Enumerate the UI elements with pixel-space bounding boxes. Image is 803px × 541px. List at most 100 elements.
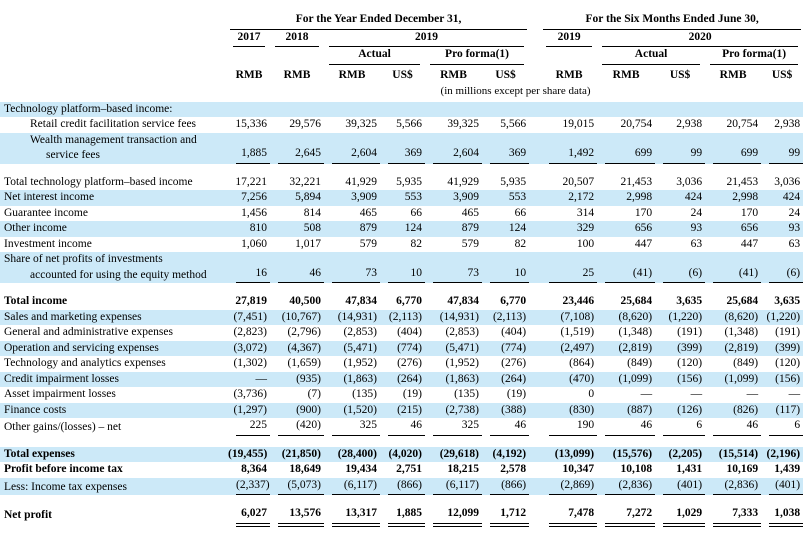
- cell-value: (1,099): [724, 372, 759, 385]
- cell-value: 82: [514, 237, 527, 250]
- cell-value: 63: [690, 237, 703, 250]
- cell-value: (117): [775, 403, 801, 416]
- table-row: Retail credit facilitation service fees 1…: [0, 117, 803, 133]
- cell-value: (4,192): [492, 447, 527, 460]
- currency-header: RMB: [719, 68, 747, 81]
- cell-value: [761, 102, 803, 118]
- actual-2020-header: Actual: [597, 47, 705, 65]
- cell-value: [597, 102, 655, 118]
- cell-value: (264): [501, 372, 527, 385]
- header-scenario-row: Actual Pro forma(1) Actual Pro forma(1): [0, 47, 803, 65]
- cell-value: —: [788, 388, 801, 400]
- cell-value: 39,325: [447, 118, 479, 130]
- cell-value: 93: [788, 222, 801, 234]
- gap-cell: [529, 47, 541, 65]
- row-label: Technology platform–based income:: [4, 102, 173, 115]
- row-label: Net profit: [4, 509, 53, 521]
- cell-value: (19): [506, 388, 527, 400]
- cell-value: 2,172: [568, 191, 595, 203]
- cell-value: (404): [501, 326, 527, 338]
- cell-value: 2,938: [676, 118, 703, 130]
- cell-value: (2,337): [228, 478, 270, 495]
- cell-value: 10: [380, 252, 425, 283]
- column-gap: [529, 102, 541, 118]
- currency-header: RMB: [440, 68, 467, 81]
- cell-value: (1,952): [343, 357, 377, 369]
- cell-value: (28,400): [337, 447, 377, 460]
- column-gap: [529, 447, 541, 463]
- cell-value: 46: [705, 418, 762, 436]
- cell-value: (2,113): [388, 310, 422, 323]
- cell-value: (6): [655, 252, 706, 283]
- cell-value: 7,256: [241, 191, 267, 203]
- cell-value: (2,819): [618, 341, 653, 354]
- cell-value: (826): [733, 403, 759, 416]
- cell-value: [380, 102, 425, 118]
- header-group-row: For the Year Ended December 31, For the …: [0, 8, 803, 30]
- cell-value: 810: [249, 222, 267, 234]
- cell-value: 10,347: [562, 463, 595, 475]
- spacer-cell: [0, 436, 803, 447]
- table-row: Technology and analytics expenses (1,302)…: [0, 356, 803, 372]
- cell-value: 2,998: [626, 191, 653, 203]
- cell-value: —: [640, 388, 653, 400]
- cell-value: (135): [352, 388, 377, 400]
- cell-value: 41,929: [447, 175, 479, 188]
- cell-value: 10,169: [726, 463, 759, 475]
- cell-value: 73: [324, 252, 380, 283]
- cell-value: (2,113): [492, 310, 527, 323]
- cell-value: 124: [508, 222, 527, 234]
- row-label: Other gains/(losses) – net: [4, 421, 122, 433]
- cell-value: (276): [397, 357, 422, 369]
- actual-2019-header: Actual: [324, 47, 425, 65]
- empty-cell: [228, 47, 270, 65]
- cell-value: (15,514): [718, 447, 759, 460]
- cell-value: (41): [597, 252, 656, 283]
- cell-value: (2,196): [766, 447, 801, 460]
- table-header: For the Year Ended December 31, For the …: [0, 8, 803, 102]
- cell-value: 19,015: [562, 118, 595, 130]
- cell-value: (7): [307, 388, 321, 400]
- six-month-group-header: For the Six Months Ended June 30,: [541, 8, 803, 30]
- row-label: Share of net profits of investments accou…: [4, 253, 207, 281]
- cell-value: (29,618): [439, 447, 479, 460]
- row-label: Guarantee income: [4, 206, 88, 219]
- cell-value: 24: [788, 206, 801, 219]
- row-label: Wealth management transaction and service…: [30, 133, 197, 162]
- currency-header: RMB: [235, 68, 263, 81]
- cell-value: (7,451): [233, 310, 267, 323]
- cell-value: 2,938: [774, 118, 801, 130]
- cell-value: 39,325: [345, 118, 377, 130]
- cell-value: (8,620): [618, 310, 653, 323]
- currency-header: US$: [392, 68, 413, 81]
- cell-value: 2,645: [270, 133, 324, 164]
- cell-value: 579: [359, 237, 377, 250]
- cell-value: (2,853): [445, 326, 479, 338]
- column-gap: [529, 175, 541, 191]
- cell-value: 6,770: [500, 295, 527, 307]
- cell-value: (3,736): [233, 388, 267, 400]
- cell-value: (864): [569, 357, 595, 369]
- row-label: Sales and marketing expenses: [4, 310, 142, 323]
- row-label: General and administrative expenses: [4, 326, 173, 338]
- cell-value: 3,036: [676, 175, 703, 188]
- cell-value: (191): [775, 326, 801, 338]
- cell-value: 329: [576, 222, 595, 234]
- cell-value: 99: [655, 133, 706, 164]
- cell-value: (5,471): [445, 341, 479, 354]
- cell-value: 1,885: [380, 506, 425, 529]
- cell-value: (19,455): [228, 447, 268, 460]
- row-label: Finance costs: [4, 403, 67, 416]
- cell-value: 1,439: [774, 463, 801, 475]
- table-row: Profit before income tax 8,364 18,649 19,43…: [0, 462, 803, 478]
- cell-value: (191): [677, 326, 703, 338]
- cell-value: (866): [482, 478, 530, 495]
- column-gap: [529, 356, 541, 372]
- table-row: Credit impairment losses — (935) (1,863) (26…: [0, 371, 803, 387]
- header-spacer-cell: [0, 30, 228, 48]
- row-label: Total technology platform–based income: [4, 175, 193, 188]
- table-row: Other income 810 508 879 124 879 124 329 656 93 65…: [0, 221, 803, 237]
- cell-value: 46: [380, 418, 425, 436]
- cell-value: 21,453: [620, 175, 653, 188]
- row-label: Less: Income tax expenses: [4, 480, 127, 493]
